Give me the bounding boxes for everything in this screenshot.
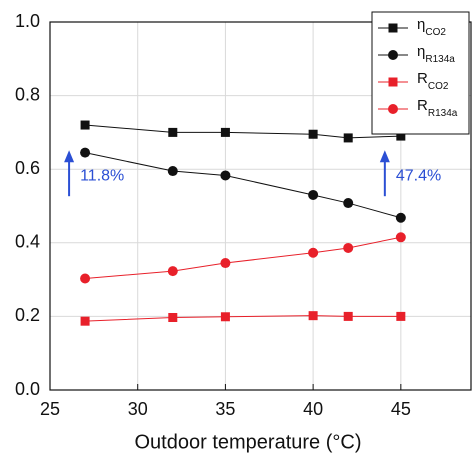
marker [80, 273, 91, 284]
marker [308, 189, 319, 200]
x-tick-label: 30 [128, 399, 148, 419]
marker [343, 133, 353, 143]
annotation: 47.4% [396, 167, 441, 184]
legend-symbol: η [417, 43, 425, 60]
marker [220, 127, 230, 137]
marker [343, 242, 354, 253]
y-tick-label: 0.0 [15, 379, 40, 399]
marker [167, 166, 178, 177]
legend-subscript: R134a [428, 108, 458, 119]
annotation-arrowhead [379, 150, 390, 163]
marker [388, 104, 398, 114]
marker [80, 120, 90, 130]
y-tick-label: 0.4 [15, 232, 40, 252]
marker [220, 258, 231, 269]
marker [220, 170, 231, 181]
marker [396, 131, 406, 141]
legend-subscript: CO2 [425, 27, 446, 38]
marker [308, 311, 318, 321]
annotation: 11.8% [80, 167, 124, 184]
marker [395, 212, 406, 223]
x-tick-label: 35 [215, 399, 235, 419]
legend-subscript: CO2 [428, 81, 449, 92]
marker [343, 198, 354, 209]
legend-box [371, 11, 470, 135]
series-line [85, 315, 401, 322]
marker [388, 23, 398, 33]
legend-label: ηCO2 [417, 16, 446, 38]
marker [80, 147, 91, 158]
x-tick-label: 45 [391, 399, 411, 419]
marker [220, 312, 230, 322]
legend-symbol: η [417, 16, 425, 33]
y-tick-label: 0.6 [15, 158, 40, 178]
x-tick-label: 40 [303, 399, 323, 419]
y-tick-label: 1.0 [15, 11, 40, 31]
legend-label: RR134a [417, 97, 458, 119]
marker [308, 247, 319, 258]
marker [388, 50, 398, 60]
legend-symbol: R [417, 70, 428, 87]
marker [343, 311, 353, 321]
x-axis-label: Outdoor temperature (°C) [135, 431, 362, 453]
marker [168, 313, 178, 323]
marker [168, 127, 178, 137]
x-tick-label: 25 [40, 399, 60, 419]
marker [396, 311, 406, 321]
marker [308, 129, 318, 139]
y-tick-label: 0.8 [15, 84, 40, 104]
marker [395, 232, 406, 243]
y-tick-label: 0.2 [15, 305, 40, 325]
plot-frame [49, 21, 472, 391]
marker [167, 266, 178, 277]
legend-label: ηR134a [417, 43, 455, 65]
legend-subscript: R134a [425, 54, 455, 65]
annotation-arrowhead [64, 150, 75, 163]
marker [388, 77, 398, 87]
series-line [85, 124, 401, 139]
legend-label: RCO2 [417, 70, 449, 92]
marker [80, 316, 90, 326]
series-line [85, 236, 401, 279]
legend-symbol: R [417, 97, 428, 114]
series-line [84, 152, 401, 219]
